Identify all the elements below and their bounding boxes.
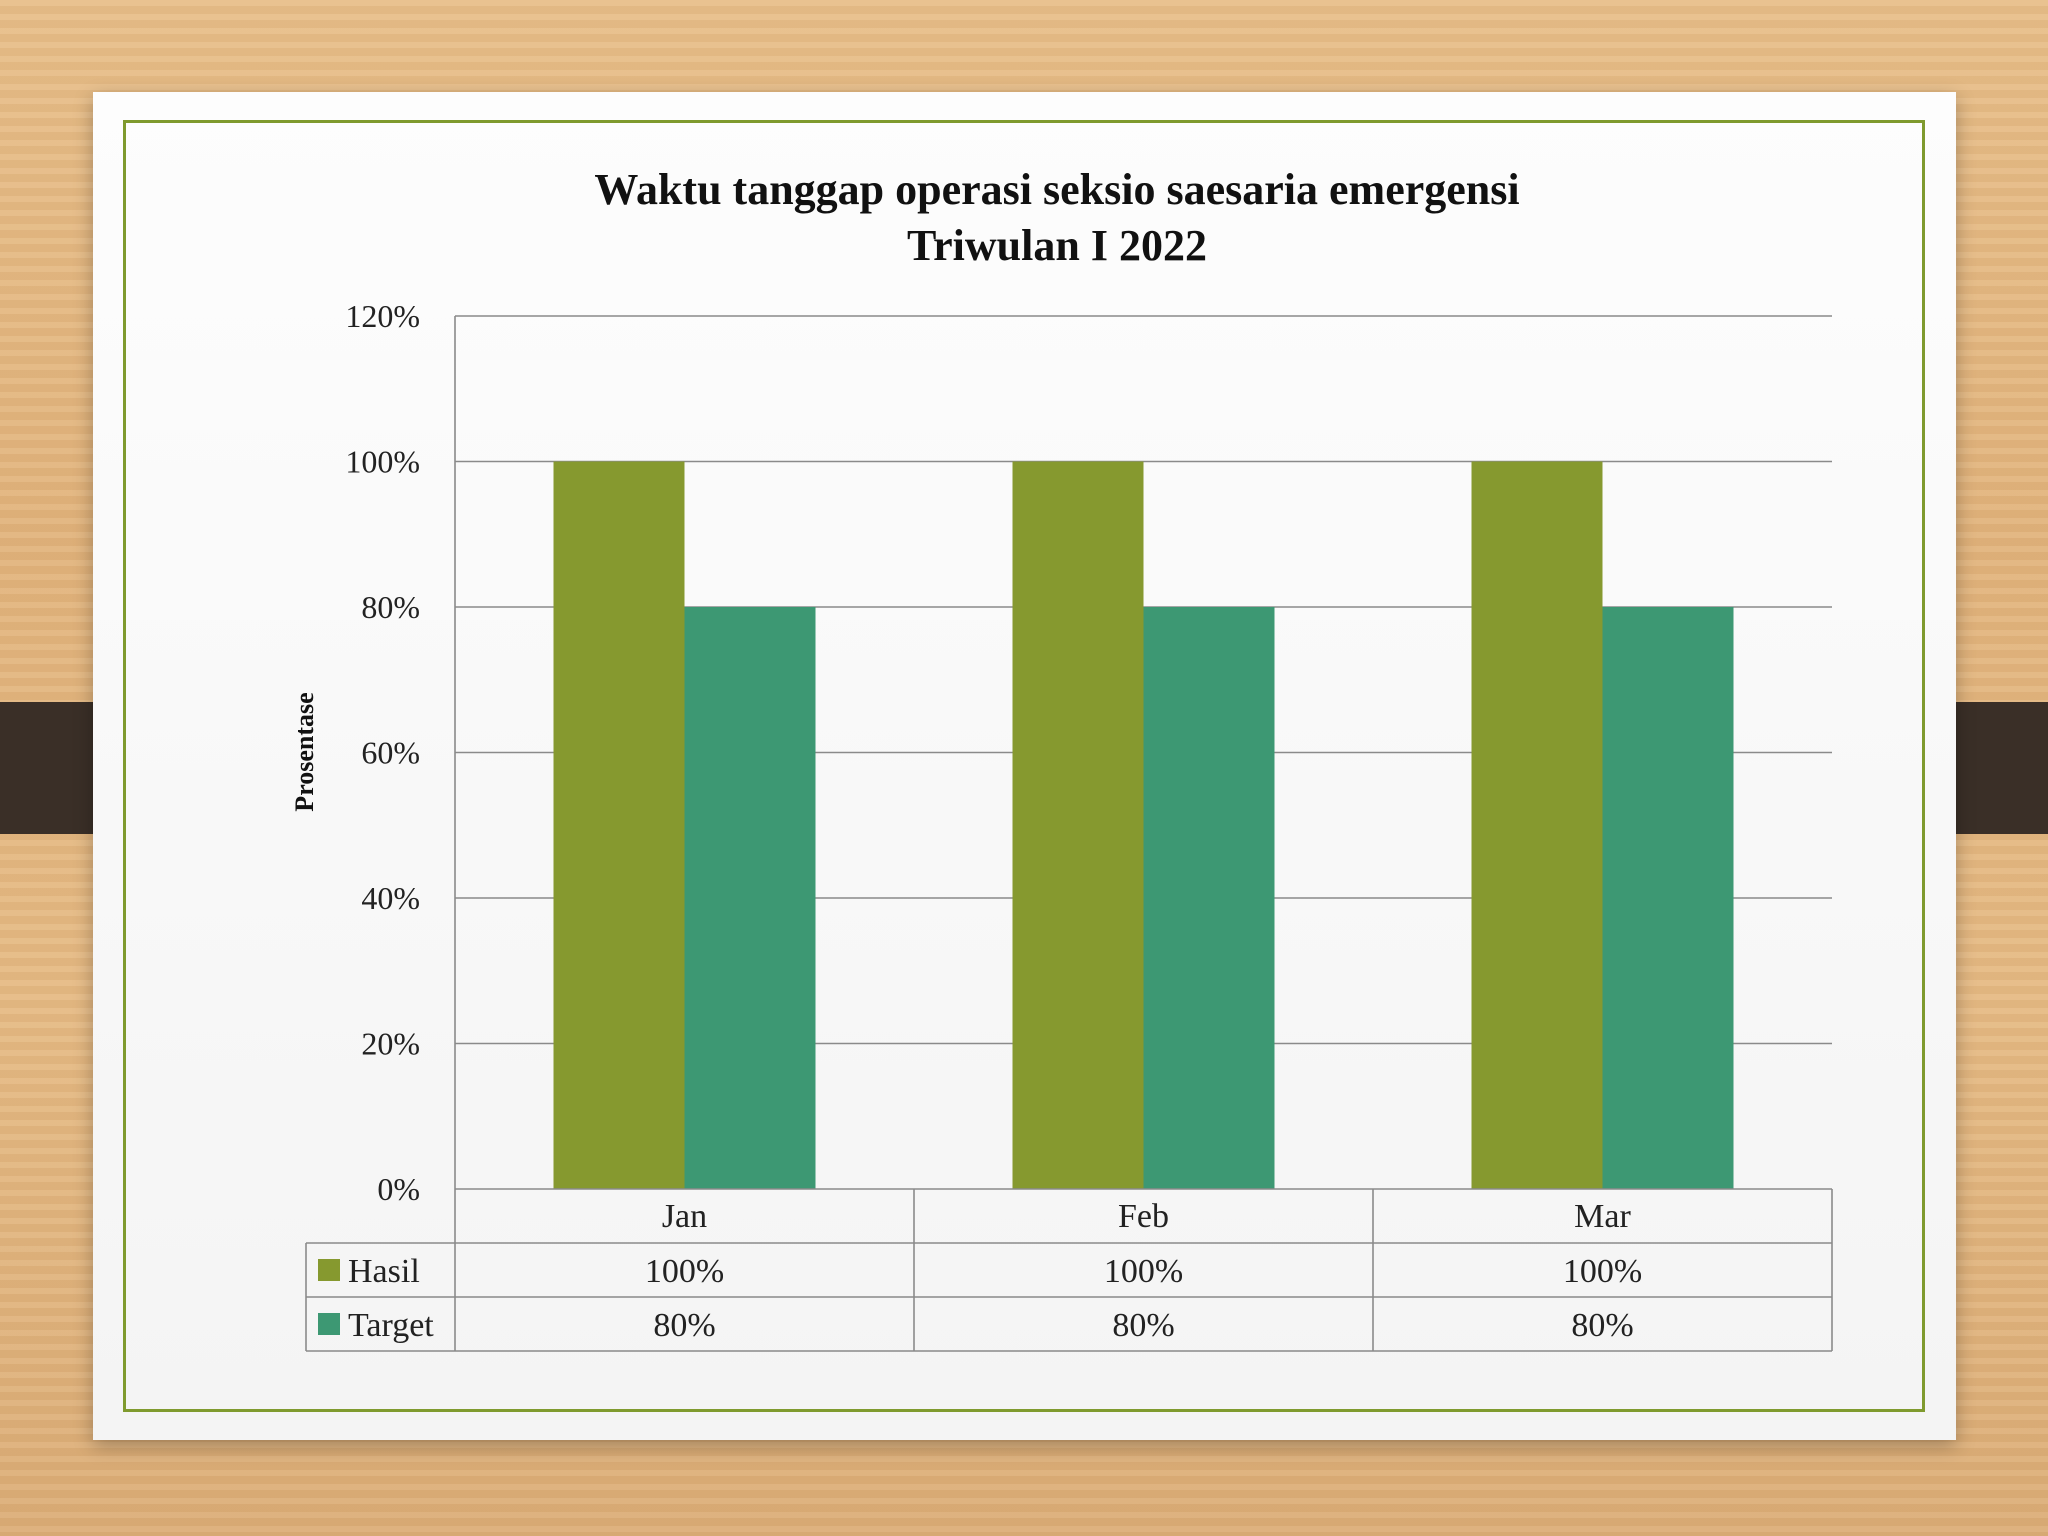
bar-target-jan	[684, 607, 816, 1189]
category-label: Mar	[1574, 1198, 1631, 1235]
bar-hasil-jan	[553, 461, 685, 1189]
legend-swatch-target	[318, 1313, 340, 1335]
y-axis-label: Prosentase	[290, 692, 319, 811]
y-tick-label: 80%	[361, 589, 420, 625]
y-tick-label: 100%	[345, 444, 420, 480]
data-label: 100%	[645, 1253, 724, 1290]
bar-target-feb	[1143, 607, 1275, 1189]
slide-frame	[123, 120, 1925, 1412]
y-tick-label: 0%	[377, 1171, 420, 1207]
legend-label-hasil: Hasil	[348, 1253, 420, 1290]
legend-label-target: Target	[348, 1307, 434, 1344]
category-label: Jan	[662, 1198, 707, 1235]
y-tick-label: 20%	[361, 1026, 420, 1062]
y-tick-label: 40%	[361, 880, 420, 916]
y-tick-label: 120%	[345, 298, 420, 334]
data-label: 80%	[1112, 1307, 1174, 1344]
y-tick-label: 60%	[361, 735, 420, 771]
bar-hasil-mar	[1471, 461, 1603, 1189]
bar-hasil-feb	[1012, 461, 1144, 1189]
chart-title-line-1: Waktu tanggap operasi seksio saesaria em…	[594, 165, 1519, 214]
chart-title-line-2: Triwulan I 2022	[907, 221, 1207, 270]
data-label: 100%	[1104, 1253, 1183, 1290]
data-label: 80%	[653, 1307, 715, 1344]
data-label: 80%	[1571, 1307, 1633, 1344]
data-label: 100%	[1563, 1253, 1642, 1290]
bar-target-mar	[1602, 607, 1734, 1189]
legend-swatch-hasil	[318, 1259, 340, 1281]
category-label: Feb	[1118, 1198, 1169, 1235]
